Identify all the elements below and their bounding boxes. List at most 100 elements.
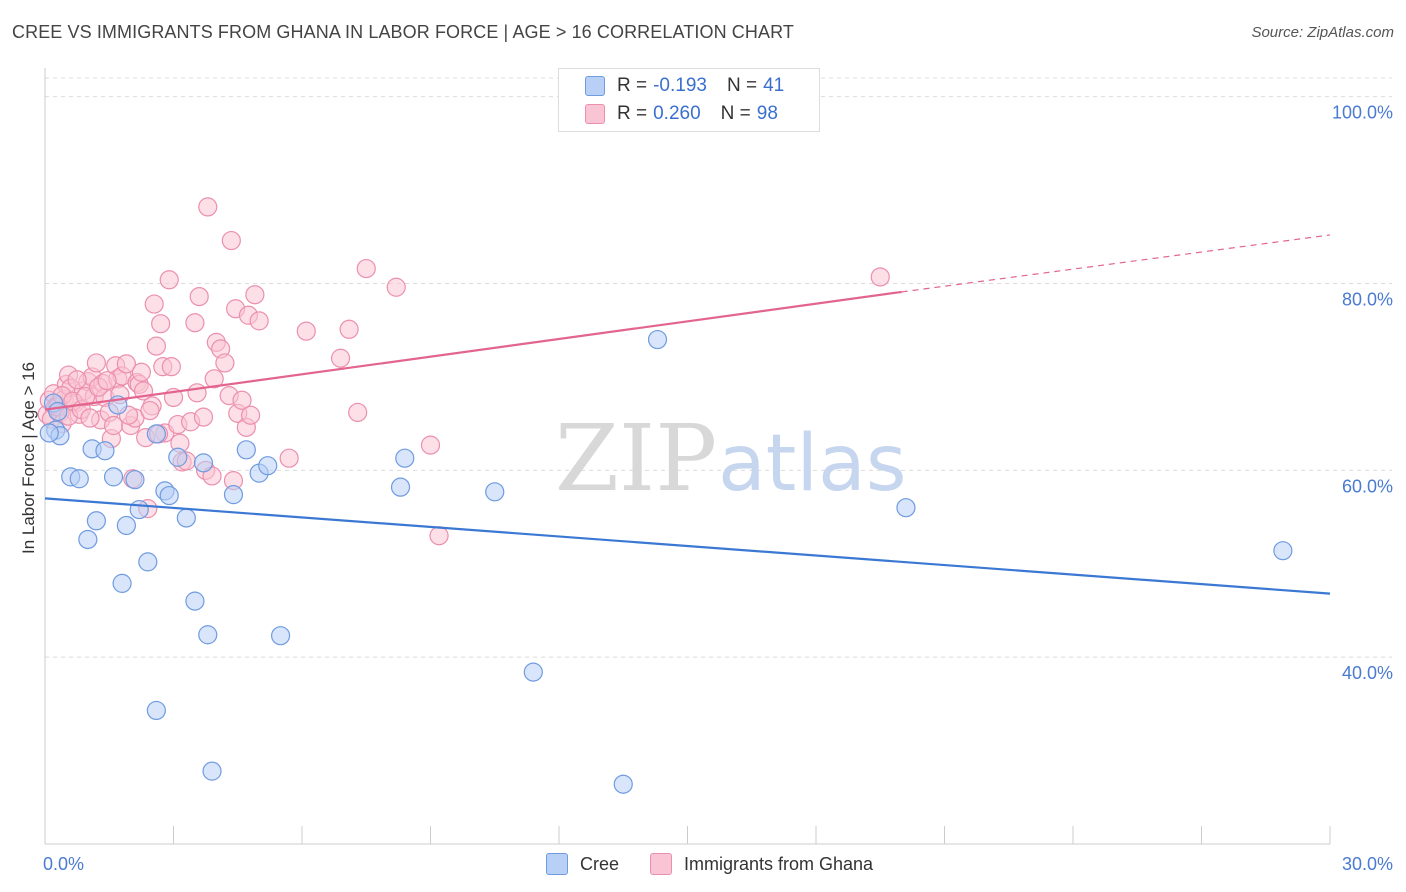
cree-point [198, 625, 218, 645]
legend-n-value-ghana: 98 [756, 103, 778, 124]
cree-trend-line [44, 497, 1331, 595]
legend-n-value-cree: 41 [763, 75, 785, 96]
ghana-point [67, 370, 87, 390]
legend-r-value-cree: -0.193 [653, 75, 707, 96]
legend-n-label: N = [726, 75, 758, 96]
cree-point [146, 424, 166, 444]
ghana-point [870, 267, 890, 287]
legend-n-label: N = [720, 103, 751, 124]
legend-swatch-cree [585, 76, 605, 96]
ghana-point [76, 386, 96, 407]
ghana-point [140, 400, 160, 421]
ghana-point [249, 311, 269, 331]
watermark: ZIP atlas [555, 405, 907, 512]
ghana-point [146, 336, 166, 356]
cree-point [116, 515, 136, 536]
bottom-legend-swatch-ghana [650, 853, 672, 875]
cree-point [258, 456, 278, 476]
ghana-point [296, 321, 316, 341]
cree-point [159, 485, 179, 506]
legend-r-label: R = [617, 75, 648, 96]
ghana-point [356, 258, 376, 279]
ghana-point [116, 354, 136, 374]
cree-point [112, 573, 132, 593]
legend-row-ghana: R = 0.260 N = 98 [585, 101, 778, 127]
cree-point [176, 508, 196, 528]
ghana-point [198, 197, 218, 217]
series-cree-points [39, 329, 1293, 794]
cree-point [395, 448, 415, 468]
ghana-point [151, 314, 171, 334]
ghana-point [215, 353, 235, 373]
y-tick-label: 100.0% [1332, 103, 1393, 123]
cree-point [896, 498, 916, 518]
legend-r-label: R = [617, 103, 648, 124]
cree-point [202, 761, 222, 781]
ghana-point [193, 407, 214, 427]
cree-point [1273, 541, 1293, 561]
ghana-point [185, 313, 205, 333]
watermark-zip: ZIP [555, 405, 717, 512]
ghana-point [241, 405, 261, 425]
ghana-trend-line [44, 290, 902, 411]
ghana-point [221, 230, 241, 251]
cree-point [48, 401, 68, 422]
y-tick-label: 60.0% [1342, 476, 1393, 496]
cree-point [86, 511, 107, 531]
cree-point [485, 482, 505, 502]
cree-point [168, 447, 188, 467]
legend-r-value-ghana: 0.260 [653, 103, 701, 124]
cree-point [103, 467, 124, 487]
ghana-point [131, 362, 151, 382]
ghana-point [187, 383, 207, 403]
grid-lines [45, 77, 1392, 658]
chart-title: CREE VS IMMIGRANTS FROM GHANA IN LABOR F… [12, 22, 794, 42]
trend-lines [44, 234, 1331, 595]
ghana-point [245, 285, 265, 305]
x-tick-label-max: 30.0% [1342, 854, 1393, 874]
cree-point [236, 440, 256, 460]
ghana-point [97, 371, 117, 391]
ghana-point [144, 294, 164, 314]
y-tick-label: 40.0% [1342, 663, 1393, 683]
cree-point [523, 662, 543, 682]
ghana-point [232, 390, 252, 410]
axes [44, 68, 1331, 845]
watermark-atlas: atlas [718, 419, 907, 509]
y-axis-label: In Labor Force | Age > 16 [19, 362, 38, 554]
legend: R = -0.193 N = 41 R = 0.260 N = 98 [558, 68, 820, 132]
cree-point [39, 423, 59, 443]
ghana-point [159, 270, 179, 290]
ghana-point [204, 369, 224, 389]
cree-point [129, 499, 149, 520]
ghana-point [386, 277, 406, 297]
bottom-legend-swatch-cree [546, 853, 568, 875]
ghana-point [86, 353, 107, 373]
cree-point [78, 529, 98, 550]
ghana-point [429, 526, 449, 546]
tick-labels: 40.0% 60.0% 80.0% 100.0% 0.0% 30.0% [43, 103, 1393, 874]
ghana-point [348, 402, 368, 423]
cree-point [390, 477, 411, 497]
cree-point [647, 329, 668, 350]
ghana-point [420, 435, 441, 455]
ghana-point [339, 319, 359, 339]
cree-point [138, 552, 158, 572]
legend-swatch-ghana [585, 104, 605, 124]
source-label: Source: ZipAtlas.com [1251, 24, 1394, 41]
ghana-point [189, 286, 209, 307]
cree-point [146, 700, 166, 721]
cree-point [125, 470, 145, 490]
bottom-legend-label-cree: Cree [580, 853, 620, 874]
ghana-point [161, 357, 181, 377]
ghana-point [80, 408, 100, 428]
cree-point [69, 469, 89, 489]
ghana-point [330, 348, 351, 368]
series-ghana-points [37, 197, 890, 546]
bottom-legend-cree: Cree [546, 852, 619, 876]
ghana-point [279, 448, 299, 468]
bottom-legend-ghana: Immigrants from Ghana [650, 852, 873, 876]
x-tick-label-min: 0.0% [43, 854, 84, 874]
cree-point [613, 774, 633, 794]
